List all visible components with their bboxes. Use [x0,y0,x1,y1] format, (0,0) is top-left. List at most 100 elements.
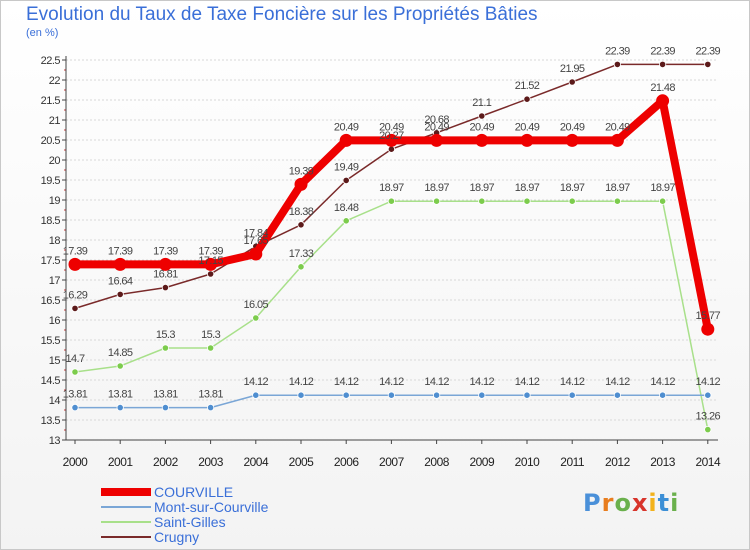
data-point-mont-sur-courville [658,391,667,399]
x-tick-label: 2012 [605,455,631,469]
y-tick-label: 19.5 [41,175,61,187]
data-point-mont-sur-courville [161,403,169,412]
x-tick-label: 2008 [424,455,450,469]
data-label-courville: 20.49 [379,121,404,133]
y-tick-label: 21 [49,115,61,127]
data-label-crugny: 17.84 [244,227,269,239]
data-point-saint-gilles [387,197,395,205]
data-label-crugny: 19.49 [334,161,359,173]
data-label-courville: 17.65 [244,235,269,247]
data-label-crugny: 17.15 [198,255,223,267]
y-tick-label: 15.5 [41,335,61,347]
data-point-crugny [116,290,124,298]
data-label-mont-sur-courville: 14.12 [696,376,721,388]
data-point-courville [339,133,353,147]
data-point-mont-sur-courville [116,403,124,412]
data-point-mont-sur-courville [432,391,441,399]
y-tick-label: 17 [49,275,61,287]
data-label-courville: 21.48 [650,82,675,94]
data-label-courville: 20.49 [515,121,540,133]
data-point-courville [610,133,624,147]
data-label-saint-gilles: 13.26 [696,411,721,423]
data-point-saint-gilles [658,197,667,205]
data-label-saint-gilles: 18.97 [560,182,585,194]
data-point-mont-sur-courville [71,403,79,412]
data-point-courville [158,257,172,271]
data-label-saint-gilles: 18.97 [515,182,540,194]
data-label-saint-gilles: 15.3 [156,329,175,341]
data-point-saint-gilles [568,197,576,205]
data-point-crugny [207,270,215,278]
x-tick-label: 2000 [63,455,89,469]
data-point-saint-gilles [116,362,124,370]
chart-title: Evolution du Taux de Taxe Foncière sur l… [26,4,538,25]
data-point-saint-gilles [161,344,169,352]
data-point-mont-sur-courville [478,391,486,399]
data-point-courville [565,133,579,147]
data-point-courville [249,247,263,261]
y-tick-label: 13.5 [41,415,61,427]
data-point-crugny [161,283,169,292]
data-point-crugny [478,112,486,120]
data-label-crugny: 21.52 [515,80,540,92]
y-tick-label: 17.5 [41,255,61,267]
y-tick-label: 14 [49,395,61,407]
data-label-courville: 20.49 [470,121,495,133]
data-point-crugny [568,78,576,86]
data-point-saint-gilles [704,425,712,434]
data-label-mont-sur-courville: 13.81 [153,389,178,401]
x-tick-label: 2003 [198,455,224,469]
data-label-saint-gilles: 18.48 [334,202,359,214]
data-label-saint-gilles: 14.85 [108,347,133,359]
data-label-crugny: 20.27 [379,130,404,142]
data-label-crugny: 16.64 [108,275,133,287]
data-point-mont-sur-courville [387,391,395,399]
data-label-crugny: 20.68 [424,114,449,126]
data-point-crugny [658,60,667,69]
y-tick-label: 13 [49,435,61,447]
data-label-crugny: 18.38 [289,206,314,218]
data-point-courville [113,257,127,271]
data-point-crugny [342,176,350,184]
x-tick-label: 2006 [334,455,360,469]
data-point-courville [656,94,670,108]
data-label-courville: 20.49 [605,121,630,133]
y-tick-label: 18.5 [41,215,61,227]
y-tick-label: 21.5 [41,95,61,107]
x-tick-label: 2007 [379,455,405,469]
data-label-mont-sur-courville: 14.12 [379,376,404,388]
data-point-saint-gilles [71,368,79,376]
x-tick-label: 2002 [153,455,179,469]
data-label-crugny: 21.1 [472,97,491,109]
data-point-saint-gilles [523,197,531,205]
data-point-courville [204,257,218,271]
y-tick-label: 18 [49,235,61,247]
data-label-saint-gilles: 18.97 [379,182,404,194]
data-label-courville: 20.49 [424,121,449,133]
data-label-saint-gilles: 18.97 [424,182,449,194]
data-point-courville [430,133,444,147]
data-label-courville: 17.39 [153,245,178,257]
data-point-saint-gilles [297,263,305,271]
y-tick-label: 14.5 [41,375,61,387]
data-label-courville: 17.39 [198,245,223,257]
x-tick-label: 2010 [515,455,541,469]
data-point-courville [520,133,534,147]
data-point-courville [384,133,398,147]
legend-label-mont-sur-courville: Mont-sur-Courville [154,499,269,515]
data-label-crugny: 22.39 [605,45,630,57]
data-point-crugny [297,221,305,229]
data-point-courville [294,177,308,191]
y-tick-label: 19 [49,195,61,207]
x-tick-label: 2001 [108,455,134,469]
y-tick-label: 22.5 [41,55,61,67]
x-tick-label: 2013 [650,455,676,469]
data-label-mont-sur-courville: 14.12 [515,376,540,388]
data-label-courville: 17.39 [108,245,133,257]
data-label-saint-gilles: 15.3 [201,329,220,341]
data-point-mont-sur-courville [704,391,712,399]
data-point-crugny [523,95,531,103]
data-point-crugny [613,60,622,69]
data-label-mont-sur-courville: 14.12 [650,376,675,388]
